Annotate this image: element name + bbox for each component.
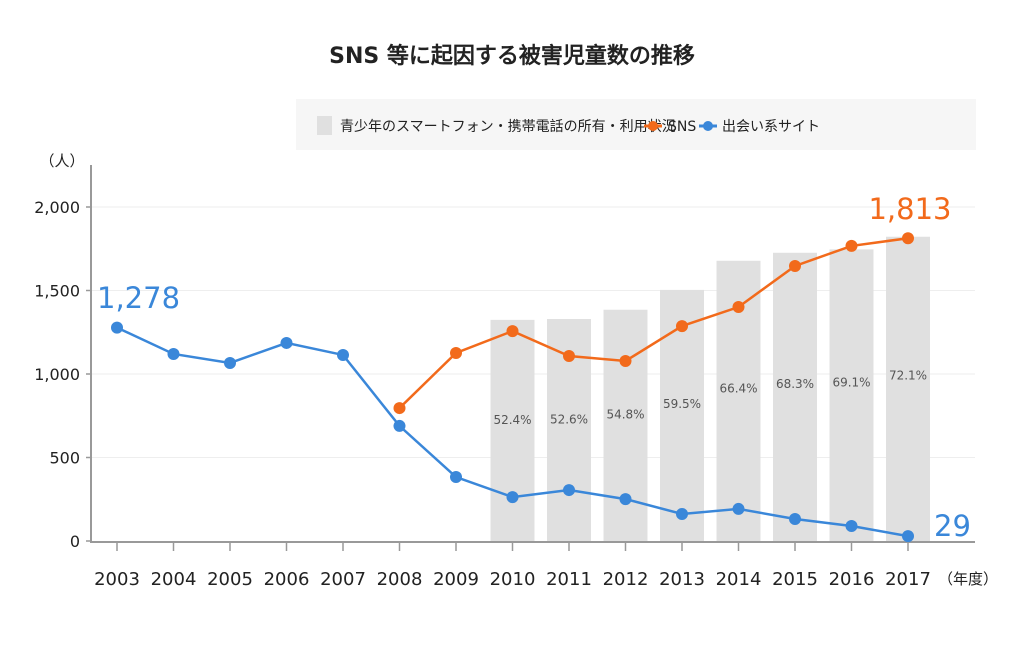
data-point [280, 336, 293, 349]
y-tick-label: 1,000 [34, 365, 80, 384]
legend-sns-marker [648, 121, 658, 131]
data-point [789, 259, 801, 272]
bar-label: 69.1% [832, 375, 870, 389]
annotation-deai-end: 29 [934, 509, 971, 543]
data-point [676, 320, 688, 333]
y-ticks: 0 500 1,000 1,500 2,000 [34, 198, 91, 551]
series-lines [111, 232, 914, 543]
data-point [393, 402, 406, 415]
bar [886, 236, 930, 541]
x-axis-label: （年度） [938, 570, 998, 588]
y-tick-label: 1,500 [34, 282, 80, 301]
bar-label: 66.4% [719, 381, 757, 395]
y-axis-label: （人） [39, 152, 84, 170]
x-tick-label: 2015 [772, 569, 818, 590]
bar [603, 309, 648, 541]
data-point [563, 349, 575, 362]
annotation-deai-start: 1,278 [97, 281, 180, 315]
data-point [845, 519, 858, 532]
legend-sns-label: SNS [668, 119, 696, 135]
bar [773, 252, 817, 542]
data-point [224, 356, 236, 369]
bar-label: 68.3% [776, 377, 814, 391]
legend-deai-marker [703, 121, 713, 131]
chart-title: SNS 等に起因する被害児童数の推移 [329, 43, 695, 69]
data-point [393, 419, 406, 432]
axes [90, 165, 975, 543]
x-tick-label: 2005 [207, 569, 253, 590]
x-tick-label: 2016 [829, 569, 875, 590]
x-ticks: 2003 2004 2005 2006 2007 2008 2009 2010 2011 2012… [94, 542, 931, 590]
data-point [506, 325, 519, 338]
data-point [676, 507, 688, 520]
annotations: 1,278 1,813 29 [97, 192, 971, 543]
x-tick-label: 2003 [94, 569, 140, 590]
bar-label: 52.6% [550, 412, 588, 426]
bar-label: 52.4% [493, 413, 531, 427]
x-tick-label: 2008 [377, 569, 423, 590]
legend-bar-label: 青少年のスマートフォン・携帯電話の所有・利用状況 [340, 118, 676, 135]
y-tick-label: 2,000 [34, 198, 80, 217]
data-point [563, 484, 575, 497]
legend-background [296, 99, 976, 150]
y-tick-label: 500 [49, 449, 80, 468]
y-tick-label: 0 [70, 532, 80, 551]
data-point [732, 301, 745, 314]
bar-label: 54.8% [606, 407, 644, 421]
x-tick-label: 2010 [490, 569, 536, 590]
data-point [732, 502, 745, 515]
annotation-sns-end: 1,813 [868, 192, 951, 226]
x-tick-label: 2017 [885, 569, 931, 590]
x-tick-label: 2006 [264, 569, 310, 590]
bars: 52.4% 52.6% 54.8% 59.5% 66.4% 68.3% 69.1% 72.1% [490, 236, 930, 542]
data-point [450, 471, 462, 484]
data-point [845, 239, 858, 252]
data-point [450, 346, 462, 359]
x-tick-label: 2011 [546, 569, 592, 590]
data-point [789, 512, 801, 525]
series-line [398, 236, 909, 409]
data-point [619, 493, 632, 506]
bar [829, 249, 874, 541]
bar [490, 319, 535, 541]
x-tick-label: 2013 [659, 569, 705, 590]
data-point [902, 232, 914, 245]
legend: 青少年のスマートフォン・携帯電話の所有・利用状況 SNS 出会い系サイト [296, 99, 976, 150]
data-point [111, 321, 123, 334]
legend-deai-label: 出会い系サイト [722, 119, 820, 135]
data-point [619, 354, 632, 367]
x-tick-label: 2012 [603, 569, 649, 590]
data-point [337, 348, 349, 361]
x-tick-label: 2007 [320, 569, 366, 590]
data-point [506, 491, 519, 504]
x-tick-label: 2014 [716, 569, 762, 590]
legend-bar-swatch [317, 116, 332, 135]
bar-label: 72.1% [889, 369, 927, 383]
x-tick-label: 2009 [433, 569, 479, 590]
x-tick-label: 2004 [151, 569, 197, 590]
bar-label: 59.5% [663, 397, 701, 411]
data-point [902, 530, 914, 543]
data-point [167, 347, 180, 360]
